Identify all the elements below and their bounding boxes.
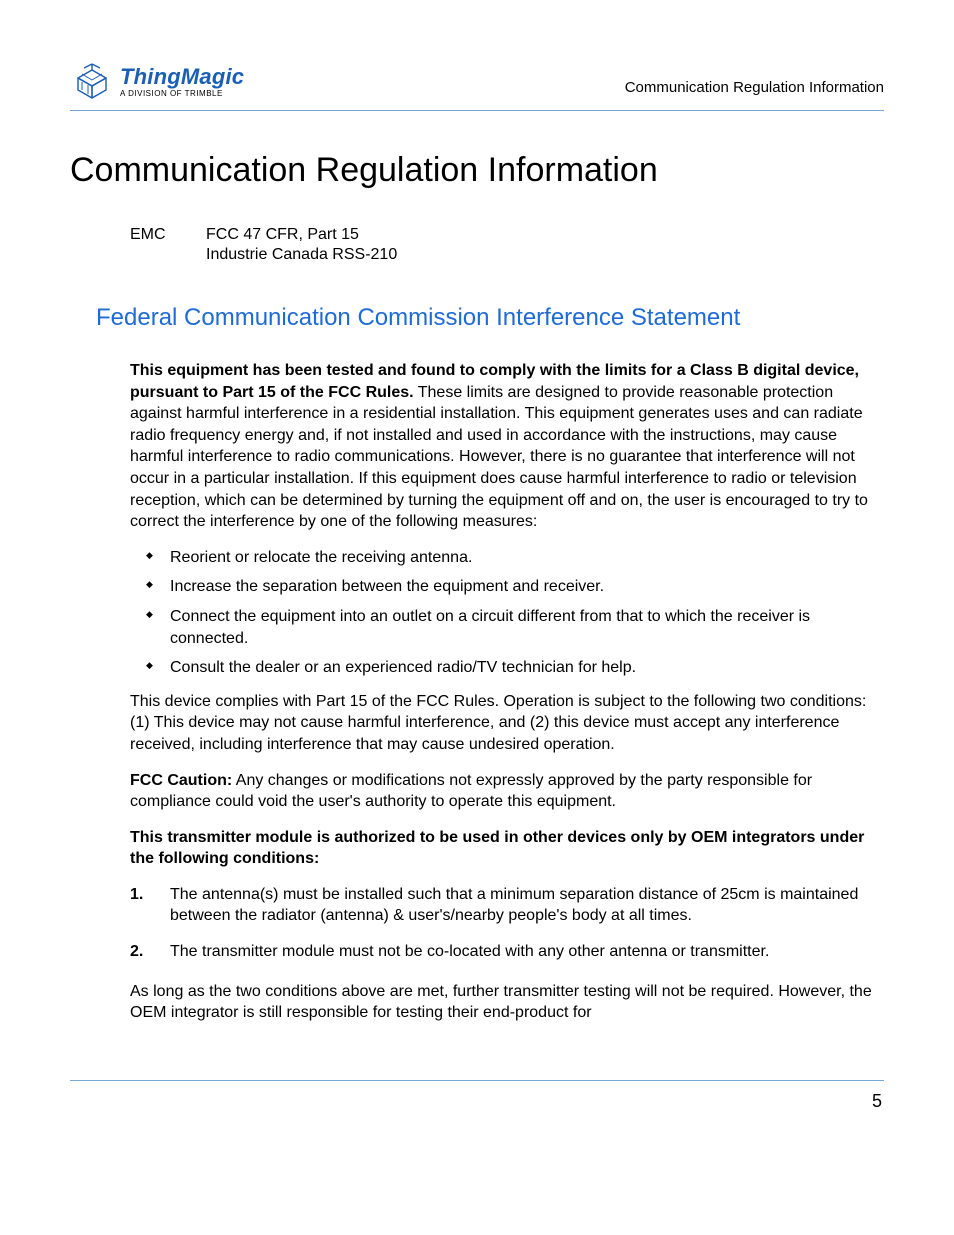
brand-logo: ThingMagic A DIVISION OF TRIMBLE — [70, 60, 244, 104]
logo-tagline: A DIVISION OF TRIMBLE — [120, 90, 244, 98]
caution-paragraph: FCC Caution: Any changes or modification… — [130, 770, 874, 813]
list-item: Connect the equipment into an outlet on … — [130, 606, 874, 649]
page-number: 5 — [70, 1091, 884, 1112]
list-item: The antenna(s) must be installed such th… — [130, 884, 874, 927]
intro-paragraph: This equipment has been tested and found… — [130, 360, 874, 533]
running-header: Communication Regulation Information — [625, 79, 884, 104]
footer-divider — [70, 1080, 884, 1081]
emc-label: EMC — [130, 226, 180, 264]
list-item: The transmitter module must not be co-lo… — [130, 941, 874, 963]
body-content: This equipment has been tested and found… — [130, 360, 874, 1024]
emc-block: EMC FCC 47 CFR, Part 15 Industrie Canada… — [130, 226, 884, 264]
page-title: Communication Regulation Information — [70, 151, 884, 190]
logo-text: ThingMagic A DIVISION OF TRIMBLE — [120, 66, 244, 98]
document-page: ThingMagic A DIVISION OF TRIMBLE Communi… — [0, 0, 954, 1235]
list-item: Increase the separation between the equi… — [130, 576, 874, 598]
caution-rest: Any changes or modifications not express… — [130, 772, 812, 811]
closing-paragraph: As long as the two conditions above are … — [130, 981, 874, 1024]
emc-values: FCC 47 CFR, Part 15 Industrie Canada RSS… — [206, 226, 397, 264]
caution-bold: FCC Caution: — [130, 772, 232, 789]
compliance-paragraph: This device complies with Part 15 of the… — [130, 691, 874, 756]
intro-rest: These limits are designed to provide rea… — [130, 384, 868, 531]
list-item: Reorient or relocate the receiving anten… — [130, 547, 874, 569]
header-divider — [70, 110, 884, 111]
emc-line-2: Industrie Canada RSS-210 — [206, 246, 397, 264]
list-item: Consult the dealer or an experienced rad… — [130, 657, 874, 679]
page-header: ThingMagic A DIVISION OF TRIMBLE Communi… — [70, 60, 884, 110]
section-heading: Federal Communication Commission Interfe… — [96, 304, 884, 332]
oem-heading: This transmitter module is authorized to… — [130, 827, 874, 870]
conditions-list: The antenna(s) must be installed such th… — [130, 884, 874, 963]
logo-name: ThingMagic — [120, 66, 244, 88]
measures-list: Reorient or relocate the receiving anten… — [130, 547, 874, 679]
logo-cube-icon — [70, 60, 114, 104]
emc-line-1: FCC 47 CFR, Part 15 — [206, 226, 397, 244]
